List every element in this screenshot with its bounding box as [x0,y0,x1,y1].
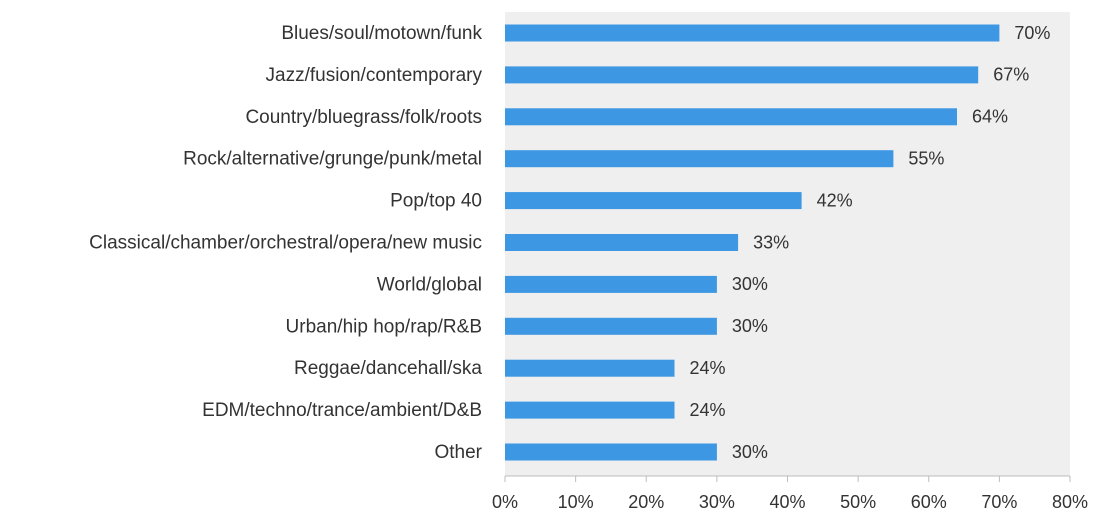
category-label: Other [434,442,482,463]
bar-value-label: 70% [1014,23,1050,43]
x-tick-label: 30% [699,492,735,512]
bar [505,66,979,84]
category-label: Classical/chamber/orchestral/opera/new m… [89,233,482,254]
bar [505,317,717,335]
value-labels-group: 70% 67% 64% 55% 42% 33% 30% 30% 24% 24% 30% [690,23,1051,462]
category-labels-group: Blues/soul/motown/funk Jazz/fusion/contem… [89,23,482,463]
category-label: Urban/hip hop/rap/R&B [286,316,482,337]
bar [505,401,675,419]
x-tick-label: 70% [981,492,1017,512]
bar-value-label: 33% [753,232,789,252]
category-label: Blues/soul/motown/funk [281,23,482,44]
bar [505,150,894,168]
bar [505,443,717,461]
bar-value-label: 42% [817,190,853,210]
bar-value-label: 67% [993,65,1029,85]
category-label: Country/bluegrass/folk/roots [245,107,482,128]
x-tick-label: 0% [492,492,518,512]
x-axis: 0% 10% 20% 30% 40% 50% 60% 70% 80% [492,475,1088,512]
x-tick-label: 20% [628,492,664,512]
bar-value-label: 64% [972,107,1008,127]
bar-value-label: 24% [690,358,726,378]
bar [505,108,957,126]
x-tick-label: 80% [1052,492,1088,512]
bar [505,359,675,377]
bar [505,275,717,293]
bar [505,192,802,210]
bar-value-label: 55% [908,148,944,168]
bar [505,24,1000,42]
category-label: Reggae/dancehall/ska [294,358,482,379]
bar-value-label: 30% [732,442,768,462]
x-tick-label: 60% [911,492,947,512]
category-label: EDM/techno/trance/ambient/D&B [202,400,482,421]
bar-value-label: 30% [732,316,768,336]
x-tick-label: 10% [558,492,594,512]
bars-group [505,24,1000,461]
category-label: Pop/top 40 [390,191,482,212]
x-tick-label: 40% [769,492,805,512]
category-label: World/global [377,274,482,295]
bar-value-label: 24% [690,400,726,420]
bar [505,234,739,251]
category-label: Jazz/fusion/contemporary [266,65,483,86]
bar-value-label: 30% [732,274,768,294]
category-label: Rock/alternative/grunge/punk/metal [183,149,482,170]
x-tick-label: 50% [840,492,876,512]
